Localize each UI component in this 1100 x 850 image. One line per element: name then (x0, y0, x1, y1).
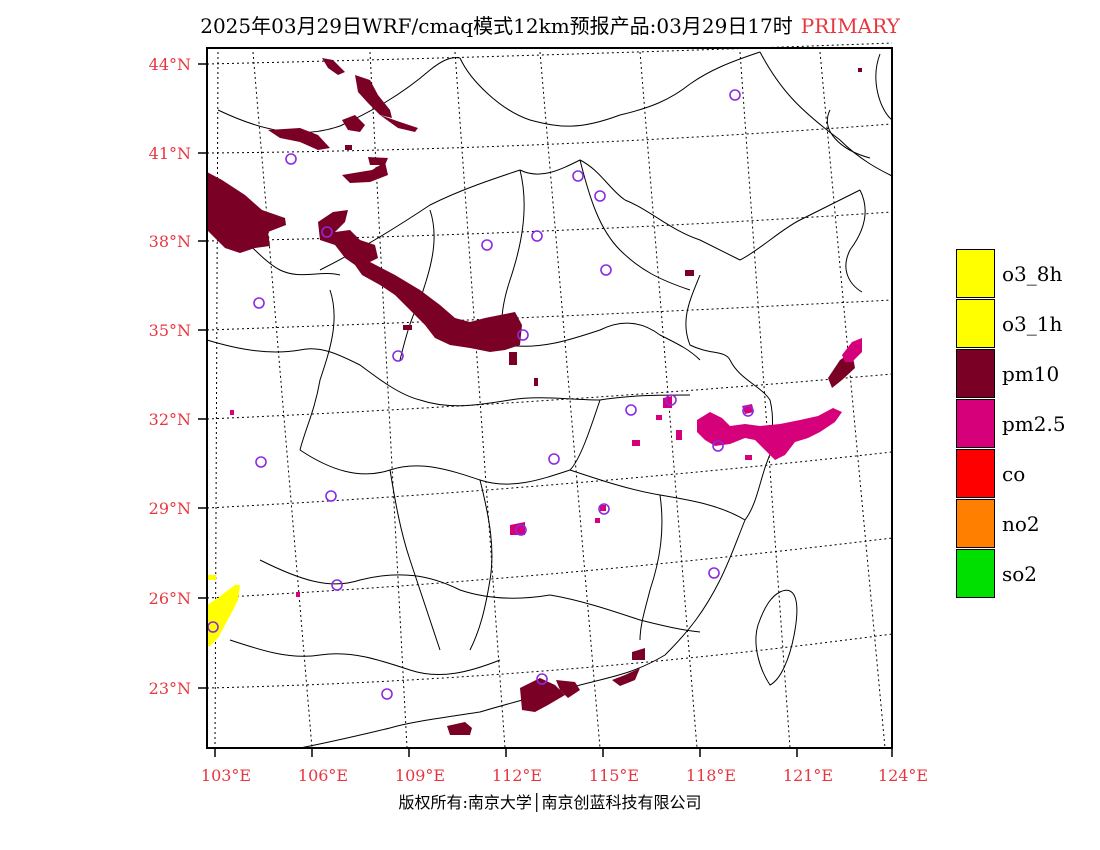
lon-label: 118°E (686, 766, 736, 785)
taiwan-outline (755, 589, 798, 686)
legend-swatch (956, 299, 995, 348)
legend-item-o3-8h: o3_8h (955, 249, 1095, 299)
lat-label: 35°N (149, 321, 191, 340)
o3-region (207, 575, 240, 646)
station-marker (285, 153, 297, 165)
legend-label: o3_8h (1002, 262, 1063, 286)
lon-ticks (214, 748, 893, 757)
lat-label: 32°N (149, 410, 191, 429)
station-marker (729, 89, 741, 101)
legend-item-no2: no2 (955, 499, 1095, 549)
lat-label: 29°N (149, 499, 191, 518)
legend-item-co: co (955, 449, 1095, 499)
legend-item-pm10: pm10 (955, 349, 1095, 399)
pm10-regions (207, 58, 862, 735)
station-marker (517, 329, 529, 341)
legend-label: co (1002, 462, 1026, 486)
legend-swatch (956, 549, 995, 598)
lat-label: 38°N (149, 232, 191, 251)
lon-labels: 103°E 106°E 109°E 112°E 115°E 118°E 121°… (201, 766, 928, 785)
lat-label: 44°N (149, 55, 191, 74)
legend-item-so2: so2 (955, 549, 1095, 599)
lat-labels: 44°N 41°N 38°N 35°N 32°N 29°N 26°N 23°N (149, 55, 191, 698)
copyright-notice: 版权所有:南京大学│南京创蓝科技有限公司 (398, 793, 702, 812)
station-marker (392, 350, 404, 362)
map-title: 2025年03月29日WRF/cmaq模式12km预报产品:03月29日17时 P… (0, 10, 1100, 39)
station-marker (536, 673, 548, 685)
lat-label: 41°N (149, 144, 191, 163)
lat-label: 26°N (149, 589, 191, 608)
primary-pollutant-tag: PRIMARY (800, 14, 900, 38)
lat-label: 23°N (149, 679, 191, 698)
legend-label: no2 (1002, 512, 1040, 536)
graticule (206, 42, 893, 749)
map-frame (206, 47, 893, 749)
station-marker (598, 503, 610, 515)
map-title-text: 2025年03月29日WRF/cmaq模式12km预报产品:03月29日17时 (200, 14, 793, 38)
station-marker (708, 567, 720, 579)
station-marker (600, 264, 612, 276)
province-boundaries (206, 51, 893, 749)
legend-swatch (956, 249, 995, 298)
station-marker (255, 456, 267, 468)
pm25-regions (230, 338, 862, 597)
legend-label: so2 (1002, 562, 1038, 586)
monitoring-stations (207, 89, 754, 700)
legend-item-pm25: pm2.5 (955, 399, 1095, 449)
lat-ticks (198, 63, 207, 689)
station-marker (548, 453, 560, 465)
legend-swatch (956, 449, 995, 498)
lon-label: 106°E (298, 766, 348, 785)
pollutant-legend: o3_8h o3_1h pm10 pm2.5 co no2 so2 (955, 249, 1095, 599)
station-marker (742, 405, 754, 417)
station-marker (325, 490, 337, 502)
station-marker (381, 688, 393, 700)
lon-label: 109°E (395, 766, 445, 785)
station-marker (321, 226, 333, 238)
station-marker (331, 579, 343, 591)
lon-label: 121°E (783, 766, 833, 785)
lon-label: 124°E (878, 766, 928, 785)
station-marker (253, 297, 265, 309)
legend-label: pm2.5 (1002, 412, 1066, 436)
station-marker (531, 230, 543, 242)
legend-swatch (956, 349, 995, 398)
station-marker (481, 239, 493, 251)
station-marker (625, 404, 637, 416)
station-marker (712, 440, 724, 452)
station-marker (572, 170, 584, 182)
station-marker (594, 190, 606, 202)
lon-label: 112°E (492, 766, 542, 785)
legend-item-o3-1h: o3_1h (955, 299, 1095, 349)
lon-label: 103°E (201, 766, 251, 785)
legend-swatch (956, 399, 995, 448)
station-marker (665, 394, 677, 406)
legend-label: pm10 (1002, 362, 1060, 386)
lon-label: 115°E (589, 766, 639, 785)
legend-swatch (956, 499, 995, 548)
legend-label: o3_1h (1002, 312, 1063, 336)
station-marker (515, 524, 527, 536)
